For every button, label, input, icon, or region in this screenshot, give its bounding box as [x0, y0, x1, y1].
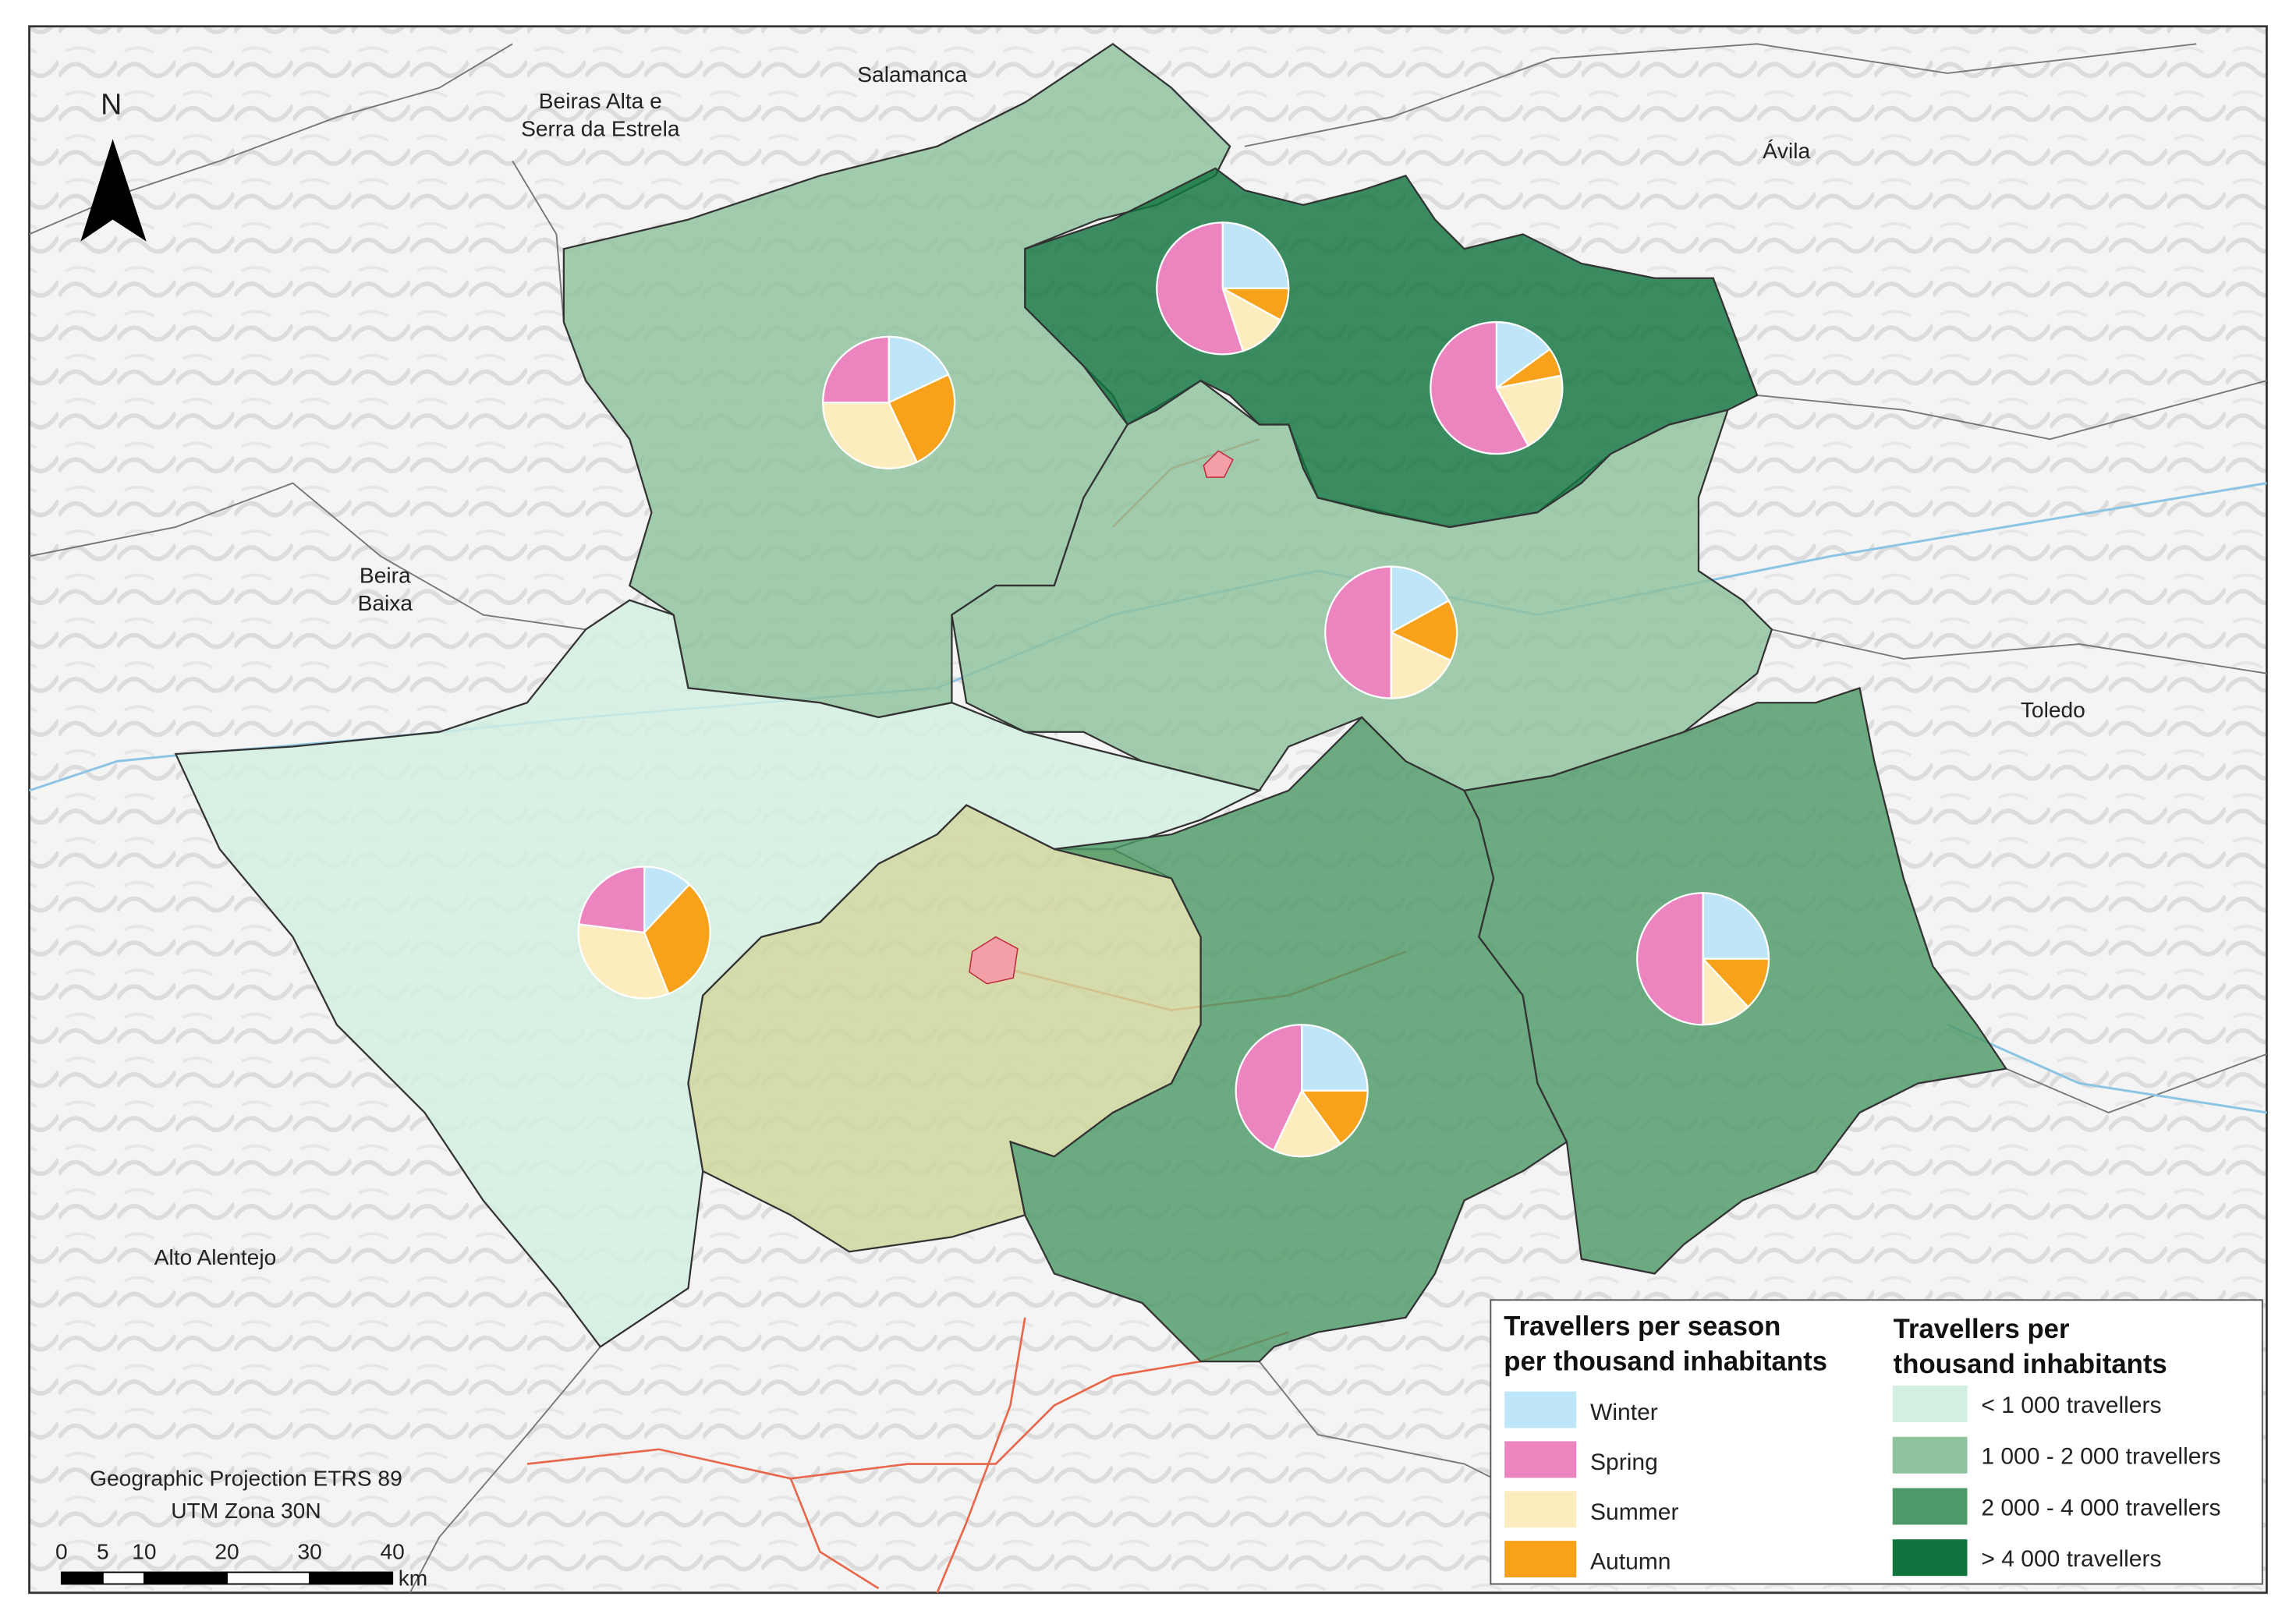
scale-unit: km — [399, 1566, 428, 1590]
pie-slice — [1301, 1024, 1369, 1092]
pie-slice — [643, 865, 691, 935]
pie-slice — [888, 373, 956, 464]
projection-label: UTM Zona 30N — [171, 1499, 321, 1523]
pie-slice — [1235, 1024, 1303, 1152]
pie-slice — [822, 402, 919, 469]
legend-title: per thousand inhabitants — [1504, 1347, 1827, 1376]
legend-swatch — [1503, 1539, 1578, 1579]
overlay: Salamanca Beiras Alta e Serra da Estrela Áv… — [55, 62, 2220, 1590]
scale-segment — [101, 1571, 145, 1585]
legend-title: thousand inhabitants — [1894, 1350, 2167, 1379]
legend-swatch — [1503, 1389, 1578, 1430]
scale-label: 5 — [97, 1540, 109, 1564]
pie-slice — [1430, 320, 1530, 455]
place-label: Alto Alentejo — [154, 1245, 277, 1269]
legend-label: Spring — [1590, 1449, 1658, 1475]
place-label: Salamanca — [857, 62, 967, 87]
towns — [969, 450, 1234, 985]
pie-slice — [1221, 221, 1290, 290]
pie-slice — [1390, 565, 1451, 635]
pie-slice — [1702, 956, 1750, 1026]
pie-slice — [643, 883, 711, 996]
legend-swatch — [1890, 1384, 1969, 1424]
place-label: Toledo — [2021, 698, 2085, 722]
pie-slice — [1272, 1088, 1342, 1158]
pie-slice — [888, 335, 950, 405]
pie-slice — [822, 335, 890, 404]
projection-label: Geographic Projection ETRS 89 — [90, 1467, 402, 1491]
pie-slice — [1702, 892, 1770, 960]
legend-swatch — [1503, 1439, 1578, 1480]
legend-label: Autumn — [1590, 1549, 1671, 1575]
scale-segment — [144, 1571, 228, 1585]
pie-slice — [1390, 631, 1452, 699]
pie-slice — [1156, 221, 1245, 356]
pie-slice — [578, 865, 646, 934]
legend-label: 2 000 - 4 000 travellers — [1981, 1495, 2220, 1520]
legend-label: 1 000 - 2 000 travellers — [1981, 1444, 2220, 1470]
legend-swatch — [1503, 1489, 1578, 1530]
pie-slice — [1299, 1089, 1369, 1145]
place-label: Beiras Alta e — [539, 89, 662, 113]
legend-swatch — [1890, 1435, 1969, 1475]
pie-slice — [1324, 565, 1392, 699]
scale-label: 30 — [297, 1540, 321, 1564]
pie-slice — [1495, 374, 1564, 448]
legend — [1490, 1299, 2263, 1585]
place-label: Serra da Estrela — [521, 117, 680, 141]
legend-title: Travellers per — [1894, 1315, 2070, 1344]
scale-segment — [226, 1571, 311, 1585]
pie-slice — [1389, 599, 1458, 662]
north-arrow — [80, 139, 147, 242]
scale-segment — [60, 1571, 104, 1585]
pie-slice — [577, 923, 670, 1000]
scale-segment — [309, 1571, 394, 1585]
place-label: Baixa — [358, 591, 413, 615]
north-label: N — [101, 87, 122, 120]
scale-label: 0 — [55, 1540, 68, 1564]
pie-slice — [1636, 892, 1704, 1026]
legend-title: Travellers per season — [1504, 1311, 1780, 1341]
legend-swatch — [1890, 1486, 1969, 1527]
pie-slice — [1700, 957, 1770, 1008]
scale-label: 10 — [132, 1540, 156, 1564]
pie-slice — [1221, 286, 1282, 352]
legend-label: Summer — [1590, 1499, 1678, 1525]
place-label: Beira — [360, 563, 411, 587]
legend-label: Winter — [1590, 1400, 1658, 1425]
pie-slice — [1495, 320, 1551, 390]
legend-swatch — [1890, 1538, 1969, 1578]
place-label: Ávila — [1763, 139, 1810, 163]
legend-label: > 4 000 travellers — [1981, 1546, 2161, 1572]
scale-label: 20 — [214, 1540, 239, 1564]
legend-label: < 1 000 travellers — [1981, 1393, 2161, 1418]
scale-label: 40 — [381, 1540, 405, 1564]
